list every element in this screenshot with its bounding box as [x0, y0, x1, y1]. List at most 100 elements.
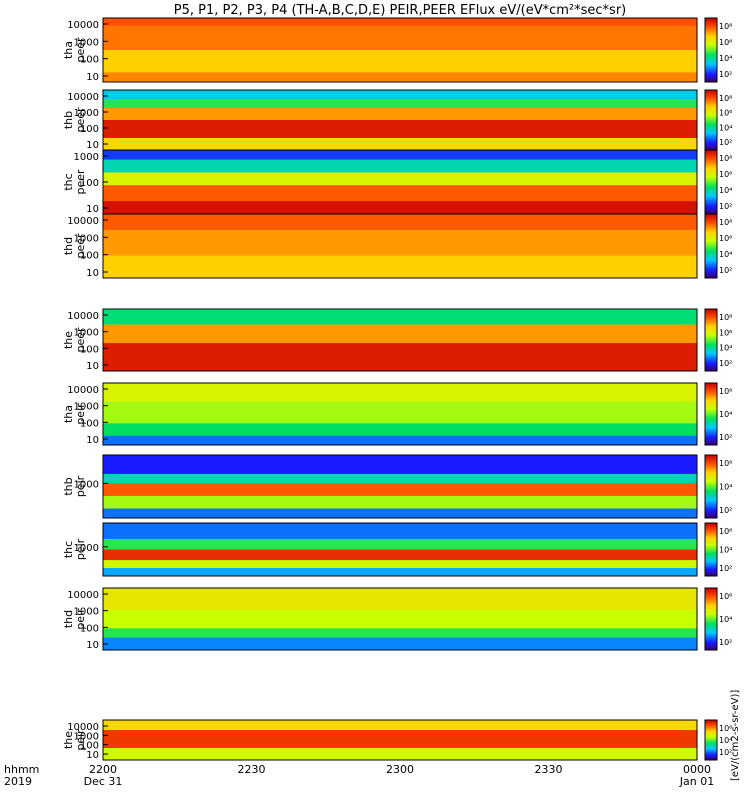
y-tick-label: 10000: [67, 92, 99, 103]
spectrogram-band: [103, 138, 697, 151]
spectrogram-band: [103, 423, 697, 437]
spectrogram-band: [103, 523, 697, 540]
spectrogram-band: [103, 185, 697, 202]
panel-frame: [102, 587, 698, 651]
spectrogram-band: [103, 150, 697, 161]
spectrogram-band: [103, 108, 697, 121]
panel-species-label: peir: [74, 538, 87, 560]
colorbar-tick-label: 10²: [719, 564, 732, 573]
y-tick-label: 10000: [67, 385, 99, 396]
spectrogram-band: [103, 748, 697, 761]
colorbar-tick-label: 10⁴: [719, 410, 732, 419]
spectrogram-band: [103, 324, 697, 344]
colorbar-tick-label: 10⁶: [719, 724, 732, 733]
spectrogram-band: [103, 18, 697, 27]
spectrogram-band: [103, 120, 697, 139]
spectrogram-band: [103, 90, 697, 100]
spectrogram-band: [103, 214, 697, 231]
y-tick-label: 10000: [67, 216, 99, 227]
colorbar-tick-label: 10⁴: [719, 615, 732, 624]
colorbar-tick-label: 10²: [719, 359, 732, 368]
colorbar-tick-label: 10⁸: [719, 94, 732, 103]
y-tick-label: 100: [80, 251, 99, 262]
colorbar: [704, 89, 718, 151]
colorbar-tick-label: 10²: [719, 202, 732, 211]
y-tick-label: 1000: [74, 152, 99, 163]
colorbar-tick-label: 10⁴: [719, 344, 732, 353]
y-tick-label: 10000: [67, 590, 99, 601]
spectrogram-band: [103, 435, 697, 446]
spectrogram-band: [103, 549, 697, 561]
colorbar-tick-label: 10⁶: [719, 527, 732, 536]
panel-probe-label: tha: [62, 41, 75, 59]
panel-species-label: peir: [74, 608, 87, 630]
colorbar-tick-label: 10⁴: [719, 250, 732, 259]
colorbar-tick-label: 10²: [719, 70, 732, 79]
y-tick-label: 1000: [74, 543, 99, 554]
spectrogram-band: [103, 483, 697, 497]
spectrogram-band: [103, 560, 697, 569]
panel-probe-label: thc: [62, 173, 75, 190]
panel-probe-label: the: [62, 731, 75, 749]
colorbar-tick-label: 10⁴: [719, 186, 732, 195]
panel-species-label: peir: [74, 403, 87, 425]
spectrogram-band: [103, 343, 697, 372]
y-tick-label: 100: [80, 623, 99, 634]
y-tick-label: 10000: [67, 722, 99, 733]
spectrogram-band: [103, 568, 697, 577]
colorbar: [704, 213, 718, 279]
colorbar-tick-label: 10⁴: [719, 123, 732, 132]
panel-species-label: peir: [74, 475, 87, 497]
colorbar-label: [eV/(cm2-s-sr-eV)]: [730, 690, 741, 781]
panel-probe-label: thb: [62, 477, 75, 495]
y-tick-label: 1000: [74, 607, 99, 618]
spectrogram-band: [103, 230, 697, 257]
panel-frame: [102, 308, 698, 372]
y-tick-label: 10: [86, 268, 99, 279]
colorbar-tick-label: 10⁶: [719, 234, 732, 243]
panel-frame: [102, 454, 698, 519]
panel-species-label: peer: [74, 169, 87, 195]
spectrogram-band: [103, 473, 697, 484]
y-tick-label: 100: [80, 344, 99, 355]
colorbar: [704, 719, 718, 761]
colorbar: [704, 382, 718, 446]
colorbar-tick-label: 10²: [719, 506, 732, 515]
x-tick-label: 2230: [238, 763, 266, 776]
x-tick-label: 2300: [386, 763, 414, 776]
spectrogram-band: [103, 508, 697, 519]
spectrogram-band: [103, 720, 697, 731]
panel-species-label: peer: [74, 327, 87, 353]
spectrogram-band: [103, 538, 697, 550]
colorbar: [704, 308, 718, 372]
y-tick-label: 10: [86, 750, 99, 761]
colorbar-tick-label: 10⁸: [719, 218, 732, 227]
spectrogram-band: [103, 383, 697, 403]
colorbar-tick-label: 10²: [719, 748, 732, 757]
y-tick-label: 10: [86, 140, 99, 151]
spectrogram-band: [103, 401, 697, 424]
x-tick-label: 2330: [535, 763, 563, 776]
x-date-label: Jan 01: [679, 775, 714, 788]
colorbar-tick-label: 10²: [719, 638, 732, 647]
x-tick-label: 2200: [89, 763, 117, 776]
colorbar-tick-label: 10⁶: [719, 328, 732, 337]
spectrogram-band: [103, 495, 697, 510]
y-tick-label: 10: [86, 435, 99, 446]
colorbar-tick-label: 10⁶: [719, 387, 732, 396]
colorbar: [704, 454, 718, 519]
panel-probe-label: thb: [62, 111, 75, 129]
panel-thd-peir: 10000 1000 100 10 thd peir 10⁶ 10⁴ 10²: [62, 587, 732, 651]
panel-probe-label: the: [62, 331, 75, 349]
panel-tha-peer: 10000 1000 100 10 tha peer 10⁸ 10⁶ 10⁴ 10²: [62, 17, 732, 83]
colorbar: [704, 587, 718, 651]
y-tick-label: 10: [86, 72, 99, 83]
panel-tha-peir: 10000 1000 100 10 tha peir 10⁶ 10⁴ 10²: [62, 382, 732, 446]
x-row-label-year: 2019: [4, 775, 32, 788]
y-tick-label: 100: [80, 418, 99, 429]
y-tick-label: 100: [80, 124, 99, 135]
y-tick-label: 10: [86, 361, 99, 372]
colorbar: [704, 149, 718, 215]
